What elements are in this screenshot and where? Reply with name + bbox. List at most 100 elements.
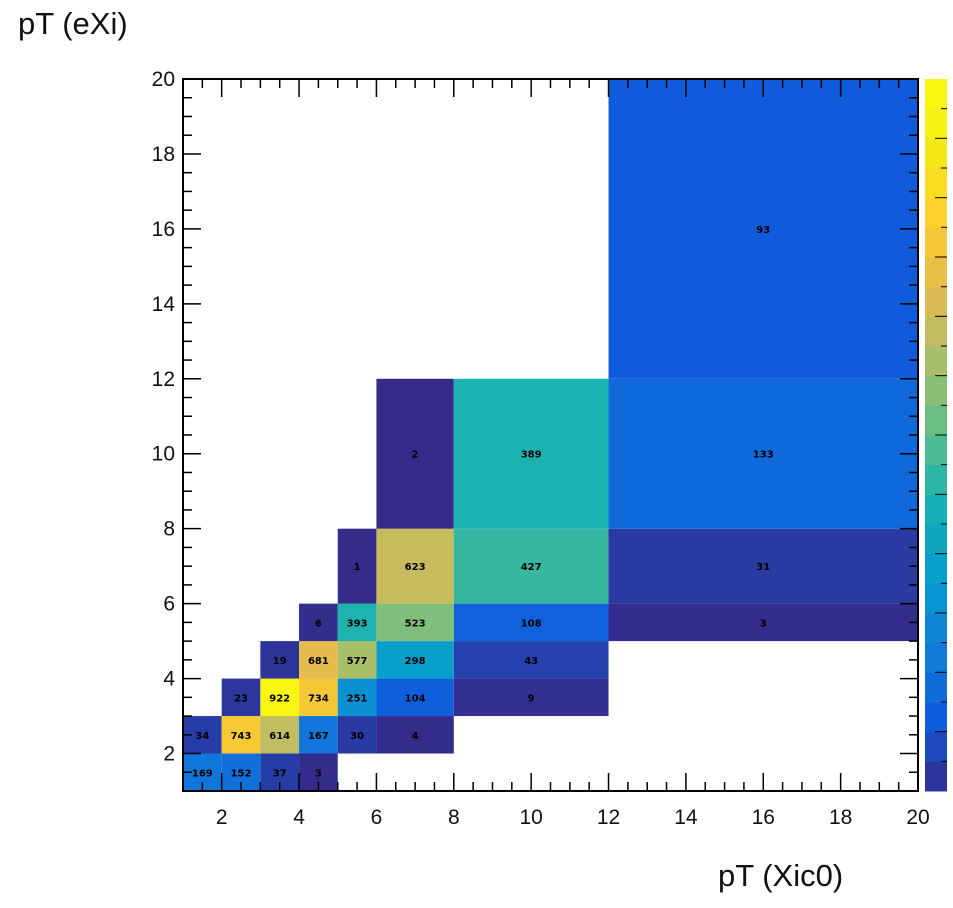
color-scale-step [925, 672, 947, 703]
color-scale-step [925, 316, 947, 347]
heatmap-cell [337, 528, 377, 604]
cell-value-label: 614 [269, 731, 290, 742]
cell-value-label: 31 [756, 562, 770, 573]
heatmap-cell [453, 678, 609, 717]
x-tick-label: 14 [674, 806, 698, 829]
cell-value-label: 93 [756, 225, 770, 236]
cell-value-label: 19 [273, 656, 287, 667]
heatmap-cell [260, 641, 300, 679]
color-scale-step [925, 583, 947, 614]
color-scale-step [925, 613, 947, 644]
cell-value-label: 427 [521, 562, 542, 573]
cell-value-label: 37 [273, 768, 287, 779]
cell-value-label: 3 [315, 768, 322, 779]
cell-value-label: 922 [269, 693, 290, 704]
heatmap-cell [608, 378, 918, 529]
heatmap-cell [221, 716, 261, 754]
heatmap-cell [453, 603, 609, 642]
heatmap-cell [299, 641, 338, 679]
color-scale-step [925, 79, 947, 110]
cell-value-label: 393 [347, 618, 368, 629]
cell-value-label: 6 [315, 618, 322, 629]
heatmap-cell [453, 528, 609, 604]
cell-value-label: 251 [347, 693, 368, 704]
cell-value-label: 30 [350, 731, 364, 742]
heatmap-cell [299, 716, 338, 754]
color-scale-step [925, 464, 947, 495]
cell-value-label: 3 [760, 618, 767, 629]
heatmap-cell [376, 378, 454, 529]
color-scale-step [925, 227, 947, 258]
heatmap-cell [608, 79, 918, 379]
color-scale-step [925, 731, 947, 762]
cell-value-label: 108 [521, 618, 542, 629]
color-scale-step [925, 524, 947, 555]
cell-value-label: 104 [405, 693, 426, 704]
heatmap-cell [376, 528, 454, 604]
color-scale-step [925, 761, 947, 792]
heatmap-cell [608, 603, 918, 642]
cell-value-label: 152 [231, 768, 252, 779]
cell-value-label: 389 [521, 450, 542, 461]
heatmap-cell [299, 603, 338, 642]
heatmap-cell [221, 678, 261, 717]
color-scale-step [925, 642, 947, 673]
cell-value-label: 43 [524, 656, 538, 667]
y-tick-label: 8 [163, 518, 175, 541]
heatmap-cell [453, 378, 609, 529]
x-tick-label: 10 [519, 806, 542, 829]
color-scale-step [925, 257, 947, 288]
heatmap-cell [608, 528, 918, 604]
cell-value-label: 169 [192, 768, 213, 779]
color-scale-step [925, 405, 947, 436]
cell-value-label: 681 [308, 656, 329, 667]
axis-ticks [182, 78, 919, 792]
heatmap-cell [453, 641, 609, 679]
y-tick-label: 20 [152, 68, 175, 91]
cell-value-label: 734 [308, 693, 329, 704]
x-tick-label: 16 [752, 806, 775, 829]
y-tick-label: 14 [152, 293, 176, 316]
cell-value-label: 743 [231, 731, 252, 742]
cell-value-label: 2 [412, 450, 419, 461]
color-scale-step [925, 553, 947, 584]
x-axis-title: pT (Xic0) [718, 858, 844, 893]
y-tick-label: 18 [152, 143, 175, 166]
x-tick-label: 4 [293, 806, 305, 829]
cell-value-label: 298 [405, 656, 426, 667]
y-tick-label: 2 [163, 743, 175, 766]
color-scale-step [925, 494, 947, 525]
color-scale-step [925, 138, 947, 169]
heatmap-cell [337, 603, 377, 642]
x-tick-label: 6 [371, 806, 383, 829]
heatmap-cell-labels: 169 152 37 334 743 614 167 30 423 922 734 251 104 919… [192, 225, 774, 779]
heatmap-cell [337, 641, 377, 679]
color-scale-step [925, 375, 947, 406]
y-tick-label: 16 [152, 218, 175, 241]
color-scale-step [925, 702, 947, 733]
y-tick-label: 10 [152, 443, 175, 466]
color-scale-step [925, 168, 947, 199]
cell-value-label: 623 [405, 562, 426, 573]
cell-value-label: 1 [354, 562, 361, 573]
x-axis-tick-labels: 2 4 6 8 10 12 14 16 18 20 [216, 806, 930, 829]
heatmap-cell [337, 678, 377, 717]
heatmap-cells [183, 79, 918, 791]
color-scale-bar [925, 79, 947, 792]
x-tick-label: 18 [829, 806, 852, 829]
y-axis-tick-labels: 2 4 6 8 10 12 14 16 18 20 [152, 68, 176, 766]
cell-value-label: 133 [753, 450, 774, 461]
x-tick-label: 8 [448, 806, 460, 829]
color-scale-step [925, 197, 947, 228]
heatmap-cell [376, 641, 454, 679]
heatmap-cell [376, 678, 454, 717]
cell-value-label: 523 [405, 618, 426, 629]
x-tick-label: 20 [906, 806, 929, 829]
y-axis-title: pT (eXi) [18, 6, 128, 41]
cell-value-label: 34 [195, 731, 209, 742]
y-tick-label: 12 [152, 368, 175, 391]
x-tick-label: 2 [216, 806, 228, 829]
cell-value-label: 9 [528, 693, 535, 704]
cell-value-label: 167 [308, 731, 329, 742]
